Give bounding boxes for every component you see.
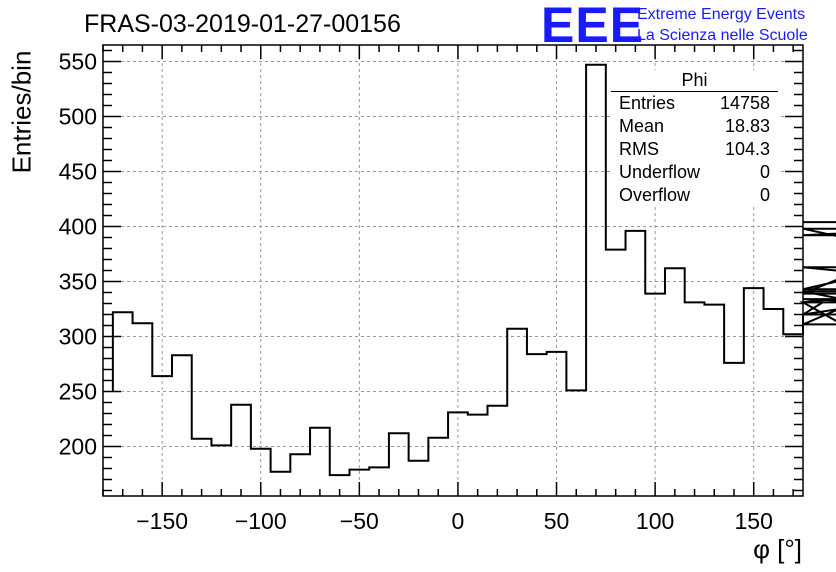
histogram-bin <box>724 363 744 496</box>
histogram-bin <box>428 438 448 496</box>
histogram-bin <box>152 376 172 496</box>
y-tick-label: 300 <box>59 324 97 350</box>
histogram-bin <box>231 405 251 496</box>
y-tick-label: 400 <box>59 214 97 240</box>
x-tick-label: −150 <box>136 508 188 534</box>
stats-label: Mean <box>619 116 665 136</box>
y-tick-label: 200 <box>59 434 97 460</box>
y-tick-label: 550 <box>59 49 97 75</box>
histogram-bin <box>547 352 567 496</box>
stats-value: 0 <box>759 185 770 205</box>
y-tick-label: 350 <box>59 269 97 295</box>
histogram-bin <box>349 470 369 496</box>
histogram-bin <box>685 302 705 496</box>
histogram-bin <box>764 309 784 496</box>
histogram-bin <box>645 294 665 496</box>
histogram-bin <box>527 354 547 496</box>
histogram-bin <box>211 445 231 496</box>
histogram-series <box>111 63 836 477</box>
eee-logo: EEE <box>541 0 645 53</box>
histogram-bin <box>468 415 488 496</box>
x-tick-label: 0 <box>452 508 465 534</box>
stats-row-rms: RMS 104.3 <box>611 138 778 161</box>
histogram-bin <box>290 454 310 496</box>
plot-frame <box>102 44 804 497</box>
logo-caption: Extreme Energy Events La Scienza nelle S… <box>637 4 808 46</box>
histogram-bin <box>744 288 764 496</box>
stats-title: Phi <box>611 70 778 92</box>
histogram-bin <box>665 268 685 496</box>
y-tick-label: 500 <box>59 104 97 130</box>
histogram-bin <box>310 428 330 496</box>
histogram-bin <box>251 449 271 496</box>
histogram-bin <box>389 433 409 496</box>
plot-title: FRAS-03-2019-01-27-00156 <box>84 10 401 38</box>
stats-label: Overflow <box>619 185 691 205</box>
logo-caption-line1: Extreme Energy Events <box>637 6 806 23</box>
histogram-bin <box>113 312 133 496</box>
histogram-bin <box>409 461 429 496</box>
histogram-bin <box>566 390 586 496</box>
histogram-bin <box>369 467 389 496</box>
stats-label: RMS <box>619 139 659 159</box>
histogram-bin <box>704 305 724 496</box>
histogram-bin <box>271 472 291 496</box>
histogram-bin <box>626 231 646 496</box>
stats-label: Entries <box>619 93 676 113</box>
histogram-bin <box>448 412 468 496</box>
stats-row-underflow: Underflow 0 <box>611 161 778 184</box>
y-axis-label: Entries/bin <box>6 50 37 174</box>
y-tick-label: 450 <box>59 159 97 185</box>
stats-value: 0 <box>759 162 770 182</box>
x-tick-label: 50 <box>544 508 570 534</box>
histogram-bin <box>330 475 350 496</box>
logo-caption-line2: La Scienza nelle Scuole <box>637 27 808 44</box>
x-tick-label: 150 <box>735 508 773 534</box>
stats-row-overflow: Overflow 0 <box>611 184 778 207</box>
stats-value: 104.3 <box>724 139 770 159</box>
stats-value: 18.83 <box>724 116 770 136</box>
histogram-bin <box>488 406 508 496</box>
histogram-bin <box>192 439 212 496</box>
histogram-bin <box>586 65 606 496</box>
stats-row-entries: Entries 14758 <box>611 92 778 115</box>
x-axis-label: φ [°] <box>753 534 802 564</box>
histogram-bin <box>606 250 626 496</box>
stats-box: Phi Entries 14758 Mean 18.83 RMS 104.3 Unde… <box>611 70 778 207</box>
stats-label: Underflow <box>619 162 701 182</box>
x-tick-label: 100 <box>636 508 674 534</box>
x-tick-label: −100 <box>235 508 287 534</box>
histogram-bin <box>172 355 192 496</box>
y-tick-label: 250 <box>59 379 97 405</box>
stats-row-mean: Mean 18.83 <box>611 115 778 138</box>
stats-value: 14758 <box>719 93 770 113</box>
x-tick-label: −50 <box>340 508 379 534</box>
histogram-bin <box>507 329 527 496</box>
histogram-bin <box>133 323 153 496</box>
histogram-bin <box>783 334 803 496</box>
